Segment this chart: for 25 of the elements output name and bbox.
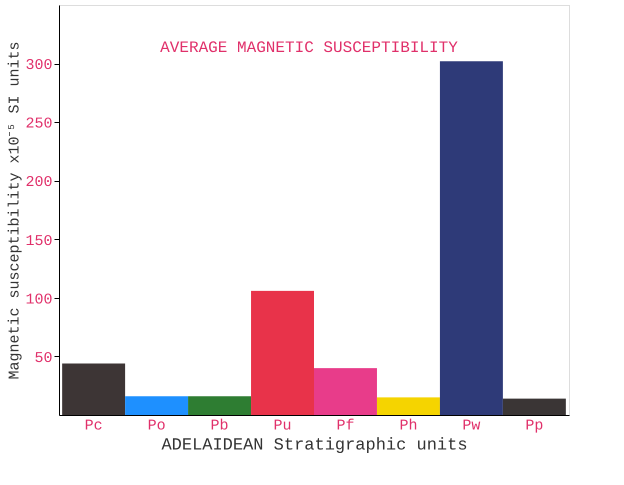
y-tick-label: 100 [25, 291, 52, 308]
bar [440, 61, 503, 415]
x-tick-label: Ph [399, 418, 418, 434]
x-tick-label: Pb [210, 418, 229, 434]
x-axis-title: ADELAIDEAN Stratigraphic units [161, 436, 468, 456]
x-tick-label: Pw [462, 418, 480, 434]
bar [376, 397, 440, 415]
bar [251, 290, 314, 415]
y-tick-label: 300 [25, 57, 52, 74]
y-tick-label: 200 [25, 174, 52, 192]
y-axis-title: Magnetic susceptibility x10⁻⁵ SI units [6, 41, 24, 380]
bar [62, 363, 126, 415]
bar [314, 368, 377, 415]
bar [502, 398, 566, 415]
x-tick-label: Pc [84, 418, 103, 434]
bar [188, 396, 252, 415]
x-tick-label: Pp [525, 418, 544, 434]
text: AVERAGE MAGNETIC SUSCEPTIBILITY [160, 39, 458, 57]
y-tick-label: 150 [25, 232, 52, 250]
x-tick-label: Po [148, 418, 166, 434]
y-tick-label: 250 [25, 116, 52, 133]
x-tick-label: Pf [336, 418, 354, 434]
y-tick-label: 50 [34, 350, 52, 367]
bar [125, 396, 188, 415]
x-tick-label: Pu [274, 418, 292, 434]
